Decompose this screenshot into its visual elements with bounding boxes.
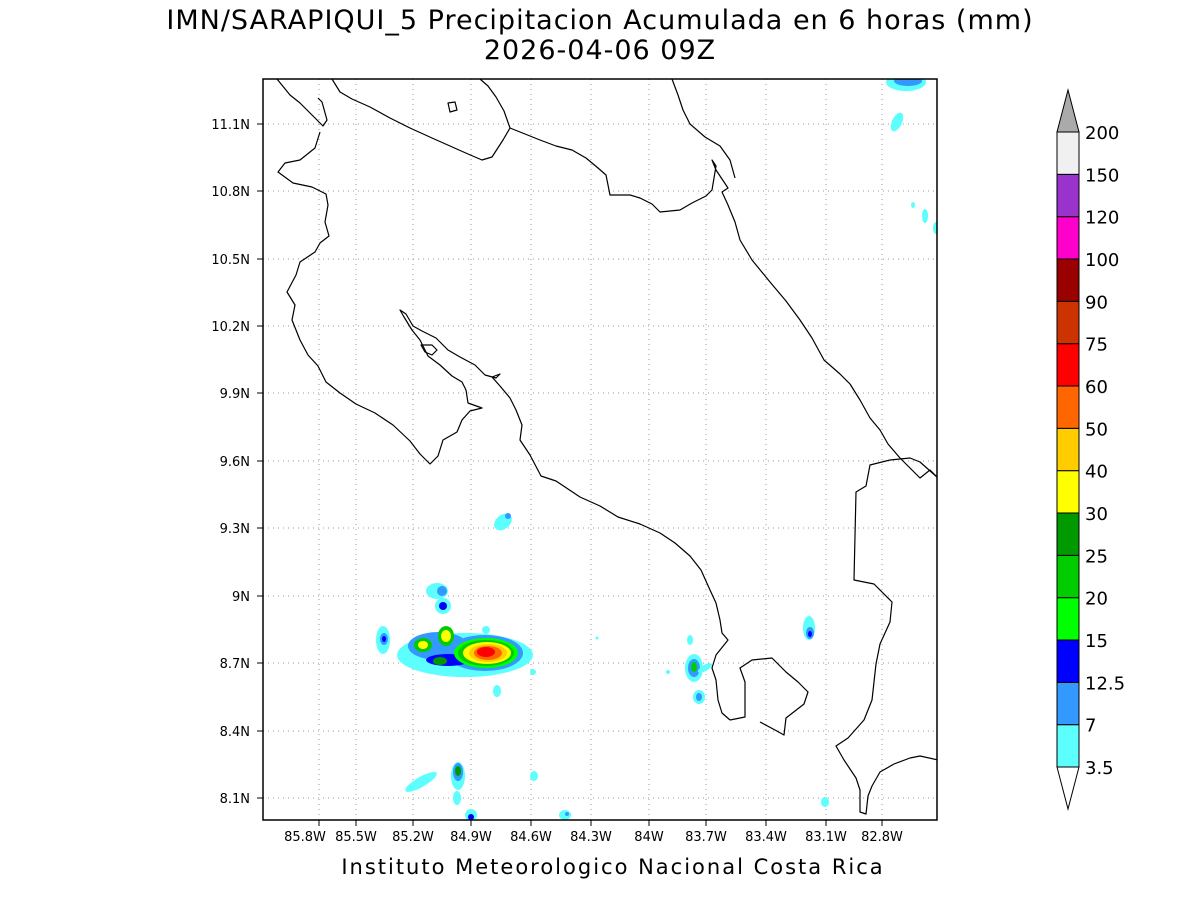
colorbar-label: 15 [1085, 631, 1108, 652]
colorbar-segment [1056, 554, 1080, 599]
lon-label: 83.7W [685, 830, 727, 845]
colorbar-segment [1056, 724, 1080, 768]
lat-label: 9N [232, 590, 250, 605]
coastline [276, 79, 937, 815]
map-gridlines [263, 79, 937, 820]
colorbar-segment [1056, 300, 1080, 345]
lat-label: 8.7N [220, 657, 250, 672]
colorbar-label: 3.5 [1085, 758, 1114, 779]
colorbar-label: 200 [1085, 123, 1119, 144]
colorbar-min-arrow [1056, 766, 1080, 811]
lon-label: 84.3W [570, 830, 612, 845]
colorbar-label: 20 [1085, 589, 1108, 610]
map-frame [262, 78, 938, 821]
colorbar-segment [1056, 427, 1080, 472]
colorbar-label: 150 [1085, 165, 1119, 186]
colorbar-label: 7 [1085, 716, 1096, 737]
longitude-labels: 85.8W 85.5W 85.2W 84.9W 84.6W 84.3W 84W … [284, 830, 903, 845]
colorbar-label: 50 [1085, 419, 1108, 440]
colorbar-segment [1056, 470, 1080, 514]
colorbar-label: 30 [1085, 504, 1108, 525]
lat-label: 10.5N [211, 253, 250, 268]
colorbar-label: 25 [1085, 546, 1108, 567]
colorbar-legend: 3.5 7 12.5 15 20 25 30 40 50 60 75 90 100 120 150 200 [1056, 88, 1125, 811]
precipitation-fields [376, 79, 937, 820]
colorbar-segment [1056, 173, 1080, 218]
colorbar-label: 75 [1085, 335, 1108, 356]
lat-label: 10.2N [211, 320, 250, 335]
map-title: IMN/SARAPIQUI_5 Precipitacion Acumulada … [166, 5, 1034, 36]
lat-label: 9.9N [220, 387, 250, 402]
lat-label: 9.3N [220, 522, 250, 537]
colorbar-max-arrow [1056, 88, 1080, 133]
colorbar-label: 60 [1085, 377, 1108, 398]
map-datetime: 2026-04-06 09Z [483, 35, 717, 66]
colorbar-segment [1056, 258, 1080, 302]
lon-label: 84.6W [510, 830, 552, 845]
lon-label: 84.9W [450, 830, 492, 845]
colorbar-segment [1056, 343, 1080, 387]
rain-cluster-main [397, 626, 533, 677]
colorbar-segment [1056, 597, 1080, 641]
colorbar-segment [1056, 216, 1080, 260]
axis-ticks [257, 123, 883, 826]
lat-label: 8.1N [220, 792, 250, 807]
colorbar-segment [1056, 639, 1080, 683]
rain-cell-isolated [376, 79, 937, 820]
lon-label: 85.8W [284, 830, 326, 845]
lon-label: 85.5W [335, 830, 377, 845]
lat-label: 10.8N [211, 185, 250, 200]
colorbar-label: 12.5 [1085, 673, 1125, 694]
colorbar-segment [1056, 385, 1080, 429]
colorbar-segment [1056, 131, 1080, 175]
latitude-labels: 11.1N 10.8N 10.5N 10.2N 9.9N 9.6N 9.3N 9… [211, 118, 250, 807]
colorbar-segment [1056, 512, 1080, 556]
lon-label: 85.2W [392, 830, 434, 845]
colorbar-segment [1056, 681, 1080, 726]
lon-label: 84W [634, 830, 664, 845]
lat-label: 9.6N [220, 455, 250, 470]
lon-label: 82.8W [861, 830, 903, 845]
credit-footer: Instituto Meteorologico Nacional Costa R… [341, 855, 885, 879]
colorbar-label: 40 [1085, 462, 1108, 483]
colorbar-label: 90 [1085, 292, 1108, 313]
lon-label: 83.1W [805, 830, 847, 845]
colorbar-label: 120 [1085, 208, 1119, 229]
colorbar-label: 100 [1085, 250, 1119, 271]
lat-label: 8.4N [220, 725, 250, 740]
lon-label: 83.4W [745, 830, 787, 845]
lat-label: 11.1N [211, 118, 250, 133]
